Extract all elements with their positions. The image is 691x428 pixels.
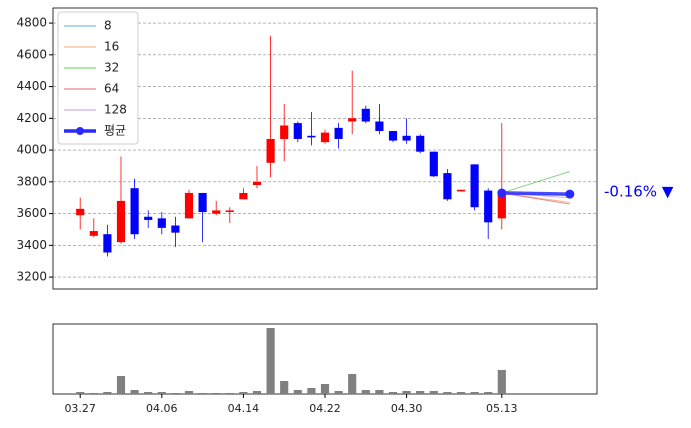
candle-body [443, 173, 452, 200]
volume-bar [280, 381, 289, 394]
candle-body [456, 189, 466, 192]
candle-body [429, 151, 438, 177]
y-tick-label: 4400 [16, 79, 47, 93]
candle-body [157, 218, 166, 228]
legend-box [57, 11, 139, 145]
volume-bar [116, 376, 126, 394]
volume-bar [157, 392, 166, 394]
candle-body [252, 181, 262, 186]
volume-bar [239, 392, 248, 394]
volume-bar [103, 392, 112, 394]
legend: 8 16 32 64 128 평균 [57, 11, 139, 145]
volume-bar [171, 393, 180, 394]
change-annotation: -0.16% ▼ [604, 183, 674, 201]
x-tick-label: 04.30 [391, 402, 423, 415]
legend-label: 8 [104, 19, 112, 33]
volume-bar [388, 392, 398, 394]
legend-label: 16 [104, 40, 119, 54]
volume-bar [429, 391, 438, 394]
volume-bar [470, 392, 479, 394]
volume-bar [416, 391, 425, 394]
volume-frame [52, 323, 598, 395]
candle-body [416, 135, 425, 152]
average-marker [565, 189, 575, 199]
candle-body [266, 138, 275, 163]
price-frame [52, 7, 598, 290]
legend-label: 64 [104, 82, 119, 96]
candle-body [497, 192, 506, 219]
y-tick-label: 4800 [16, 16, 47, 30]
volume-bar [184, 391, 194, 394]
candle-body [320, 132, 330, 143]
x-tick-label: 05.13 [486, 402, 518, 415]
y-tick-label: 3400 [16, 238, 47, 252]
candle-body [103, 234, 112, 253]
y-tick-label: 3200 [16, 270, 47, 284]
volume-bar [375, 390, 384, 394]
volume-bar [144, 392, 153, 394]
volume-bar [307, 388, 316, 394]
candle-body [348, 118, 357, 122]
x-tick-label: 04.06 [146, 402, 178, 415]
legend-label: 32 [104, 61, 119, 75]
volume-bar [320, 384, 330, 394]
volume-bar [266, 328, 275, 394]
candle-body [76, 208, 85, 216]
candle-body [484, 190, 493, 223]
x-tick-label: 04.22 [309, 402, 341, 415]
candle-body [89, 231, 98, 236]
candle-body [334, 127, 343, 139]
volume-bar [361, 390, 370, 394]
volume-bar [484, 392, 493, 394]
candle-body [212, 210, 221, 214]
candle-body [144, 216, 153, 220]
candle-body [470, 164, 479, 208]
volume-bar [225, 393, 234, 394]
candle-body [293, 123, 302, 139]
y-tick-label: 4200 [16, 111, 47, 125]
y-tick-label: 4600 [16, 47, 47, 61]
volume-bar [456, 392, 466, 394]
candle-body [130, 188, 139, 235]
volume-bar [198, 393, 207, 394]
legend-label: 평균 [104, 124, 126, 138]
volume-bar [402, 391, 411, 394]
legend-label: 128 [104, 103, 127, 117]
volume-bar [334, 391, 343, 394]
candle-body [402, 135, 411, 141]
volume-bar [443, 392, 452, 394]
volume-bar [252, 391, 262, 394]
y-tick-label: 3600 [16, 206, 47, 220]
volume-bar [348, 374, 357, 394]
y-tick-label: 4000 [16, 143, 47, 157]
ma-projection [501, 171, 570, 194]
candle-body [280, 125, 289, 139]
plot-layer: 3200 3400 3600 3800 4000 4200 4400 4600 4800 03.2… [16, 11, 597, 415]
volume-bar [212, 393, 221, 394]
candle-body [116, 200, 126, 243]
candle-body [198, 192, 207, 213]
candle-body [361, 108, 370, 122]
x-tick-label: 03.27 [64, 402, 96, 415]
candle-body [184, 192, 194, 219]
volume-bar [76, 392, 85, 394]
average-line [501, 191, 570, 196]
candle-body [388, 131, 398, 141]
candle-body [239, 192, 248, 200]
legend-marker [76, 127, 84, 135]
y-tick-label: 3800 [16, 174, 47, 188]
candle-body [225, 210, 234, 213]
volume-bar [130, 390, 139, 394]
volume-bar [293, 390, 302, 394]
candle-body [307, 135, 316, 138]
volume-bar [497, 370, 506, 394]
candle-body [171, 225, 180, 233]
volume-bar [89, 393, 98, 394]
x-tick-label: 04.14 [228, 402, 260, 415]
candle-body [375, 121, 384, 132]
average-marker [497, 188, 507, 198]
